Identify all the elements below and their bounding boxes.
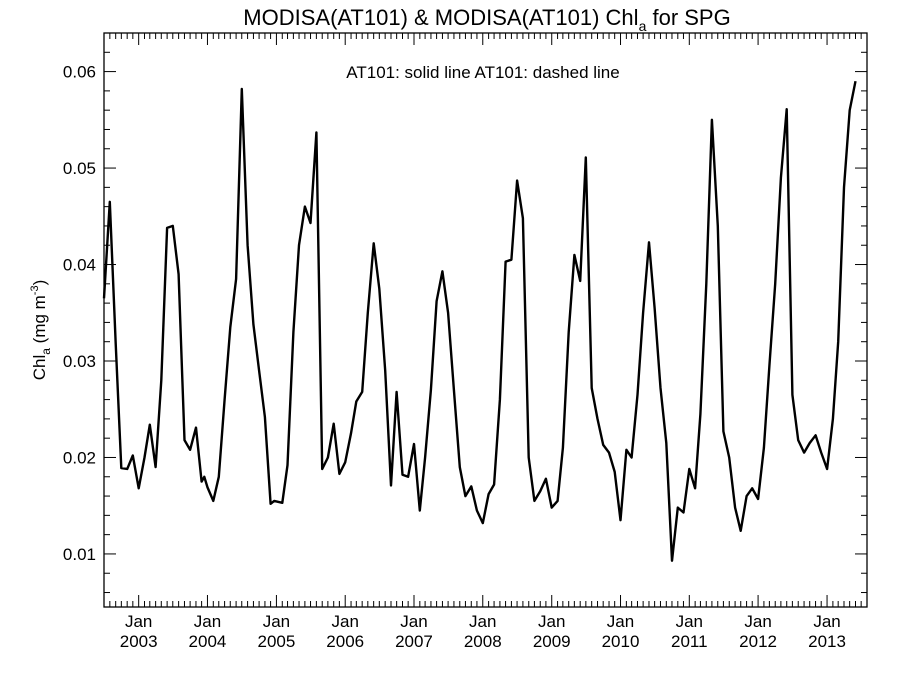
y-tick-label: 0.01 xyxy=(63,545,96,564)
x-tick-year-label: 2006 xyxy=(326,632,364,651)
x-tick-month-label: Jan xyxy=(400,612,427,631)
x-tick-year-label: 2003 xyxy=(120,632,158,651)
chl-series-line xyxy=(102,80,857,562)
plot-frame xyxy=(103,32,868,608)
x-tick-month-label: Jan xyxy=(607,612,634,631)
x-tick-month-label: Jan xyxy=(194,612,221,631)
x-tick-year-label: 2012 xyxy=(739,632,777,651)
x-tick-year-label: 2004 xyxy=(189,632,227,651)
chart-title: MODISA(AT101) & MODISA(AT101) Chla for S… xyxy=(243,5,730,34)
x-tick-month-label: Jan xyxy=(125,612,152,631)
series-layer xyxy=(102,80,857,562)
legend-annotation: AT101: solid line AT101: dashed line xyxy=(346,63,619,82)
y-tick-label: 0.02 xyxy=(63,448,96,467)
x-tick-month-label: Jan xyxy=(744,612,771,631)
x-tick-month-label: Jan xyxy=(469,612,496,631)
x-tick-month-label: Jan xyxy=(676,612,703,631)
x-tick-month-label: Jan xyxy=(813,612,840,631)
y-axis-label: Chla (mg m-3) xyxy=(29,280,53,381)
x-tick-year-label: 2013 xyxy=(808,632,846,651)
y-tick-label: 0.04 xyxy=(63,256,96,275)
y-tick-label: 0.06 xyxy=(63,63,96,82)
x-tick-year-label: 2005 xyxy=(258,632,296,651)
x-tick-year-label: 2008 xyxy=(464,632,502,651)
y-tick-label: 0.03 xyxy=(63,352,96,371)
x-tick-year-label: 2007 xyxy=(395,632,433,651)
y-tick-label: 0.05 xyxy=(63,159,96,178)
x-tick-year-label: 2009 xyxy=(533,632,571,651)
x-tick-month-label: Jan xyxy=(538,612,565,631)
x-axis: Jan2003Jan2004Jan2005Jan2006Jan2007Jan20… xyxy=(109,33,862,651)
x-tick-year-label: 2011 xyxy=(671,632,708,651)
x-tick-month-label: Jan xyxy=(263,612,290,631)
x-tick-year-label: 2010 xyxy=(602,632,640,651)
y-axis: 0.01 0.02 0.03 0.04 0.05 0.06 xyxy=(63,51,867,594)
x-tick-month-label: Jan xyxy=(331,612,358,631)
